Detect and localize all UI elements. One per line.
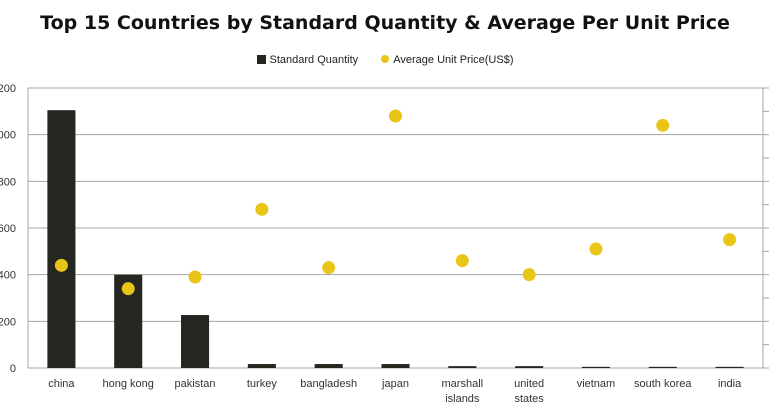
scatter-point xyxy=(121,282,135,296)
scatter-point xyxy=(255,202,269,216)
y-tick-label: 0 xyxy=(10,363,16,375)
legend-swatch-bar xyxy=(256,55,266,65)
legend-label-standard-quantity: Standard Quantity xyxy=(269,54,359,67)
x-tick-label: china xyxy=(48,378,75,390)
scatter-point xyxy=(656,118,670,132)
scatter-point xyxy=(54,258,68,272)
scatter-point xyxy=(322,261,336,275)
x-tick-label: vietnam xyxy=(577,378,616,390)
x-tick-label: japan xyxy=(381,378,409,390)
chart-legend: Standard Quantity Average Unit Price(US$… xyxy=(0,54,770,66)
scatter-point xyxy=(188,270,202,284)
bar xyxy=(515,366,544,368)
bar xyxy=(581,366,610,368)
bar xyxy=(314,364,343,368)
y-tick-label: 1200 xyxy=(0,83,16,95)
y-tick-label: 1000 xyxy=(0,130,16,142)
scatter-point xyxy=(522,268,536,282)
y-tick-label: 800 xyxy=(0,176,16,188)
legend-swatch-dot xyxy=(381,55,390,64)
x-tick-label: india xyxy=(718,378,742,390)
x-tick-label: pakistan xyxy=(175,378,216,390)
bar xyxy=(181,315,210,368)
x-tick-label: bangladesh xyxy=(300,378,357,390)
bar xyxy=(648,366,677,368)
bar xyxy=(715,366,744,368)
x-tick-label: turkey xyxy=(247,378,277,390)
bar xyxy=(247,364,276,368)
legend-item-average-unit-price: Average Unit Price(US$) xyxy=(381,54,513,66)
x-tick-label: united states xyxy=(514,378,544,405)
y-tick-label: 200 xyxy=(0,316,16,328)
y-tick-label: 600 xyxy=(0,223,16,235)
bar xyxy=(381,364,410,368)
scatter-point xyxy=(723,233,737,247)
scatter-point xyxy=(389,109,402,123)
scatter-point xyxy=(455,254,469,268)
y-tick-label: 400 xyxy=(0,270,16,282)
x-tick-label: marshall islands xyxy=(442,378,484,405)
bar xyxy=(47,110,76,369)
legend-label-average-unit-price: Average Unit Price(US$) xyxy=(393,54,514,67)
x-tick-label: south korea xyxy=(634,378,692,390)
scatter-point xyxy=(589,242,603,256)
legend-item-standard-quantity: Standard Quantity xyxy=(256,54,359,67)
chart-title: Top 15 Countries by Standard Quantity & … xyxy=(40,12,730,34)
x-tick-label: hong kong xyxy=(103,378,154,390)
bar xyxy=(448,366,477,368)
